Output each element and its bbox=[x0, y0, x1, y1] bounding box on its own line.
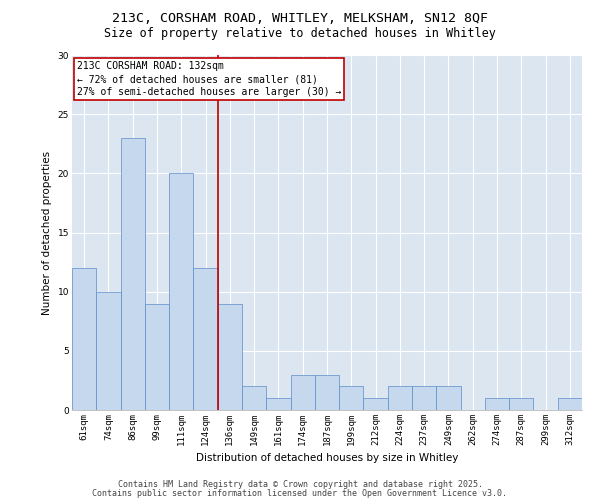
Bar bbox=[242, 386, 266, 410]
Bar bbox=[290, 374, 315, 410]
Bar bbox=[388, 386, 412, 410]
Bar bbox=[266, 398, 290, 410]
Bar bbox=[96, 292, 121, 410]
Bar bbox=[364, 398, 388, 410]
Text: 213C CORSHAM ROAD: 132sqm
← 72% of detached houses are smaller (81)
27% of semi-: 213C CORSHAM ROAD: 132sqm ← 72% of detac… bbox=[77, 61, 341, 98]
Bar bbox=[558, 398, 582, 410]
Bar bbox=[72, 268, 96, 410]
Bar bbox=[436, 386, 461, 410]
Bar bbox=[218, 304, 242, 410]
Bar bbox=[121, 138, 145, 410]
X-axis label: Distribution of detached houses by size in Whitley: Distribution of detached houses by size … bbox=[196, 454, 458, 464]
Bar bbox=[169, 174, 193, 410]
Text: Contains public sector information licensed under the Open Government Licence v3: Contains public sector information licen… bbox=[92, 488, 508, 498]
Bar bbox=[509, 398, 533, 410]
Text: Contains HM Land Registry data © Crown copyright and database right 2025.: Contains HM Land Registry data © Crown c… bbox=[118, 480, 482, 489]
Bar bbox=[339, 386, 364, 410]
Text: 213C, CORSHAM ROAD, WHITLEY, MELKSHAM, SN12 8QF: 213C, CORSHAM ROAD, WHITLEY, MELKSHAM, S… bbox=[112, 12, 488, 26]
Bar bbox=[412, 386, 436, 410]
Bar bbox=[145, 304, 169, 410]
Bar bbox=[315, 374, 339, 410]
Text: Size of property relative to detached houses in Whitley: Size of property relative to detached ho… bbox=[104, 28, 496, 40]
Bar bbox=[485, 398, 509, 410]
Bar bbox=[193, 268, 218, 410]
Y-axis label: Number of detached properties: Number of detached properties bbox=[42, 150, 52, 314]
